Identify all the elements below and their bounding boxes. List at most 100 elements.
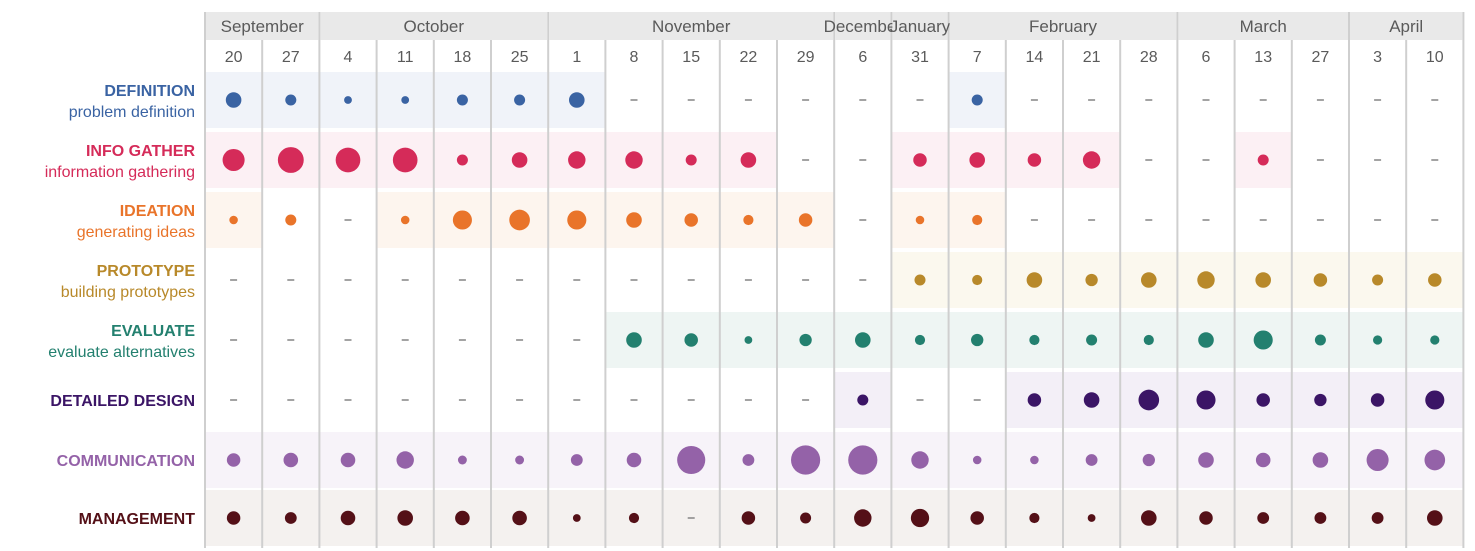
bubble: [1427, 510, 1443, 526]
bubble: [1087, 514, 1096, 522]
week-tick-label: 1: [572, 49, 581, 66]
bubble: [1257, 512, 1270, 524]
bubble: [969, 152, 985, 168]
bubble: [284, 512, 297, 524]
week-tick-label: 27: [282, 49, 300, 66]
bubble: [910, 508, 930, 528]
bubble: [855, 332, 871, 348]
bubble: [515, 455, 525, 465]
bubble: [1255, 452, 1271, 468]
bubble: [798, 213, 813, 227]
bubble: [226, 453, 241, 467]
bubble: [740, 152, 757, 168]
bubble: [1199, 511, 1213, 525]
bubble: [340, 510, 356, 526]
bubble: [1371, 512, 1384, 524]
bubble: [1197, 271, 1215, 289]
bubble: [914, 274, 926, 286]
row-label-sub: building prototypes: [61, 284, 195, 301]
bubble: [628, 512, 640, 524]
bubble: [1085, 273, 1098, 287]
week-tick-label: 10: [1426, 49, 1444, 66]
bubble: [1029, 512, 1040, 524]
bubble: [1198, 452, 1214, 468]
row-label-name: PROTOTYPE: [97, 263, 196, 280]
week-tick-label: 14: [1026, 49, 1044, 66]
bubble: [340, 452, 356, 468]
bubble: [570, 454, 583, 466]
bubble: [569, 92, 585, 108]
bubble: [1257, 154, 1269, 166]
bubble: [970, 511, 984, 525]
bubble: [335, 147, 361, 173]
month-label: September: [221, 17, 304, 36]
row-label-name: IDEATION: [120, 203, 195, 220]
row-label-name: DETAILED DESIGN: [50, 393, 195, 410]
bubble: [400, 215, 410, 225]
week-tick-label: 3: [1373, 49, 1382, 66]
bubble: [401, 96, 410, 104]
bubble: [914, 334, 926, 346]
bubble: [742, 454, 755, 466]
week-tick-label: 20: [225, 49, 243, 66]
bubble: [456, 154, 468, 166]
bubble: [911, 451, 929, 469]
row-label-sub: problem definition: [69, 104, 195, 121]
grid-layer: [204, 12, 1465, 548]
month-box: [949, 12, 1177, 40]
bubble: [229, 215, 238, 225]
bubble: [1425, 390, 1445, 410]
bubble: [1314, 393, 1327, 407]
week-tick-label: 29: [797, 49, 815, 66]
bubble: [1141, 272, 1157, 288]
bubble: [626, 452, 642, 468]
bubble: [452, 210, 472, 230]
bubble: [457, 455, 467, 465]
bubble: [1026, 272, 1043, 288]
month-box: [206, 12, 319, 40]
bubble: [285, 214, 297, 226]
bubble: [625, 151, 643, 169]
bubble: [1372, 274, 1384, 286]
bubble: [854, 509, 872, 527]
bubble: [1366, 448, 1389, 472]
bubble: [1313, 273, 1328, 287]
bubble: [1142, 453, 1155, 467]
bubble: [1255, 272, 1271, 288]
bubble: [1138, 389, 1160, 411]
bubble: [511, 152, 528, 168]
month-box: [835, 12, 891, 40]
bubble-marks: [222, 92, 1446, 528]
week-tick-label: 25: [511, 49, 529, 66]
bubble: [1370, 393, 1385, 407]
bubble: [1314, 512, 1327, 524]
bubble: [397, 510, 414, 526]
bubble: [1196, 390, 1216, 410]
bubble: [857, 394, 869, 406]
bubble: [226, 511, 241, 525]
week-tick-label: 11: [397, 49, 414, 66]
row-label-sub: evaluate alternatives: [48, 344, 195, 361]
week-tick-label: 27: [1312, 49, 1330, 66]
bubble: [1027, 153, 1042, 167]
bubble: [567, 210, 587, 230]
bubble: [225, 92, 242, 108]
month-box: [1178, 12, 1348, 40]
bubble: [1027, 393, 1042, 407]
bubble: [512, 510, 527, 526]
bubble: [1085, 454, 1098, 466]
bubble: [1086, 334, 1098, 346]
bubble: [800, 512, 812, 524]
row-label-name: DEFINITION: [104, 83, 195, 100]
bubble: [1141, 510, 1157, 526]
bubble: [222, 148, 245, 172]
bubble: [915, 215, 925, 225]
row-label-name: EVALUATE: [111, 323, 195, 340]
week-tick-label: 6: [858, 49, 867, 66]
bubble: [1143, 334, 1154, 346]
bubble: [396, 451, 414, 469]
row-label-name: INFO GATHER: [86, 143, 195, 160]
bubble: [684, 333, 698, 347]
bubble: [455, 510, 470, 526]
